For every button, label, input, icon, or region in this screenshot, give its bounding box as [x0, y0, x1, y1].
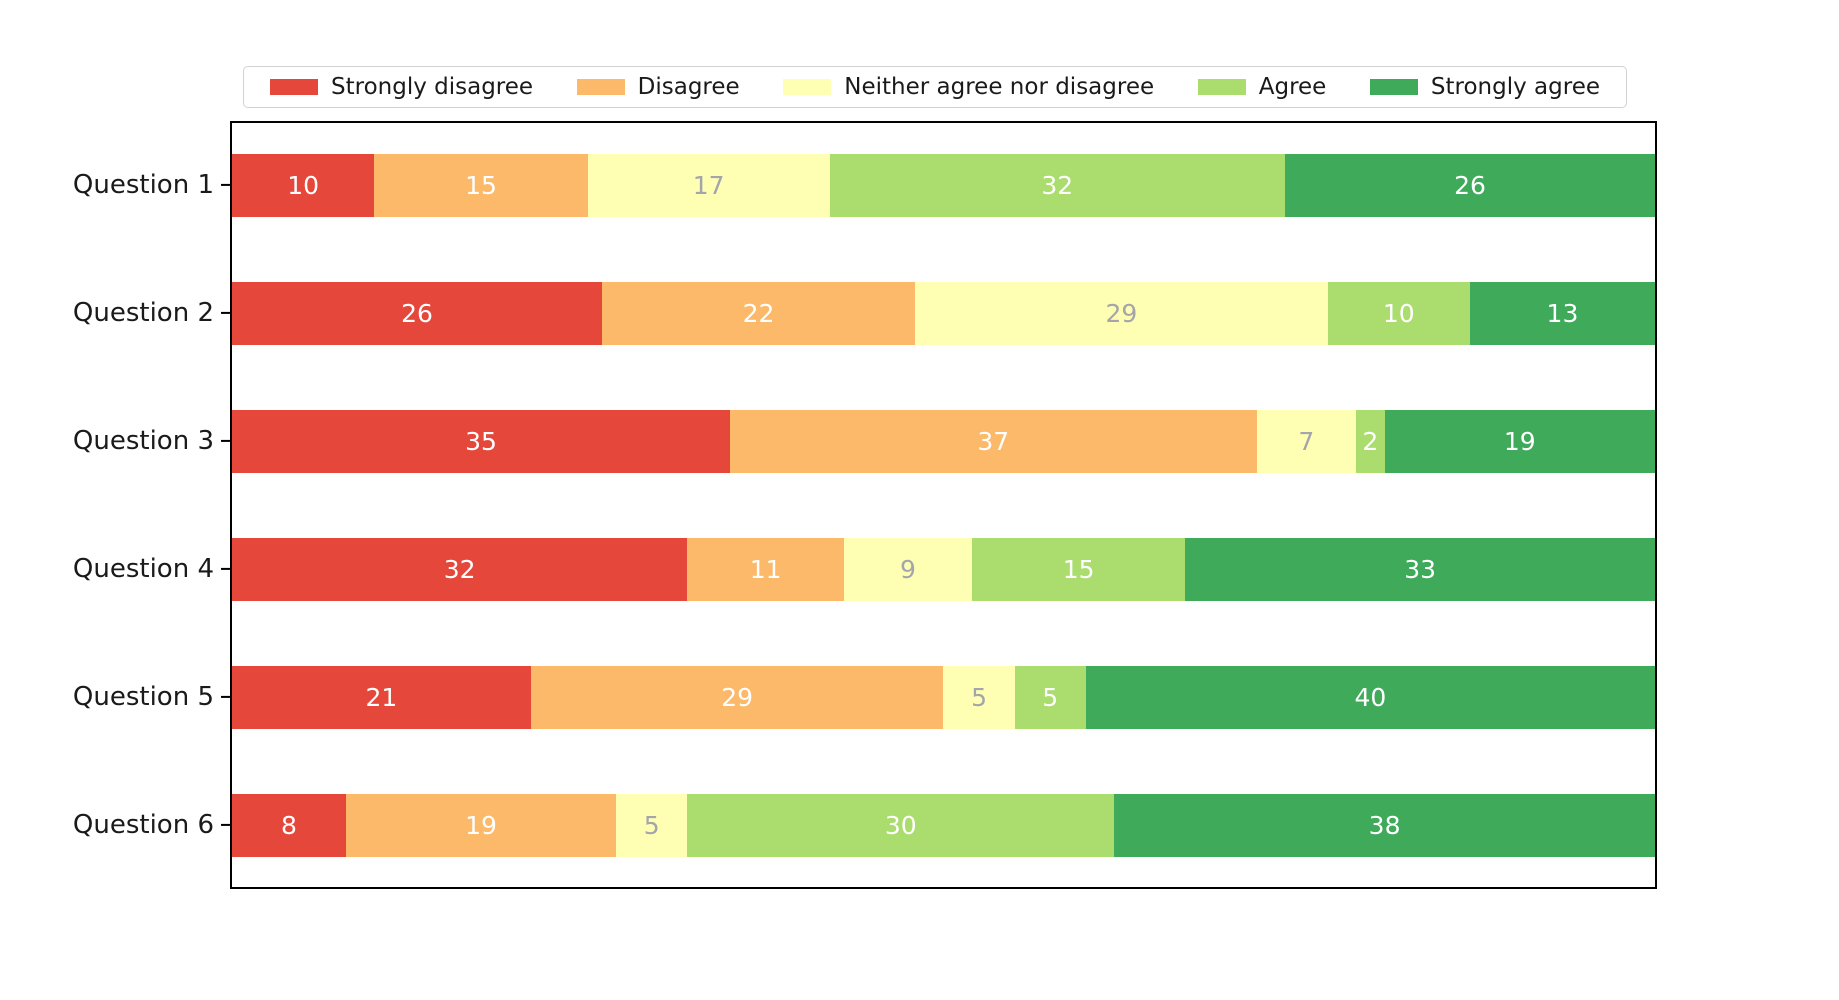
y-tick-mark — [221, 695, 230, 699]
bar-value-label: 13 — [1546, 298, 1579, 328]
bar-segment: 32 — [829, 153, 1285, 217]
y-tick-mark — [221, 567, 230, 571]
legend-swatch-icon — [270, 79, 318, 95]
bar-segment: 35 — [232, 409, 731, 473]
legend-item: Neither agree nor disagree — [783, 74, 1154, 100]
plot-area: 10 15 17 32 26 26 22 29 10 13 35 37 7 2 19 32 11 9 15 33 21 2… — [230, 121, 1657, 889]
bar-value-label: 22 — [742, 298, 775, 328]
bar-segment: 29 — [915, 281, 1328, 345]
bar-segment: 22 — [601, 281, 916, 345]
bar-value-label: 19 — [465, 810, 497, 840]
bar-segment: 7 — [1256, 409, 1357, 473]
bar-value-label: 32 — [443, 554, 476, 584]
bar-row: 32 11 9 15 33 — [232, 537, 1655, 601]
bar-row: 26 22 29 10 13 — [232, 281, 1655, 345]
legend-swatch-icon — [1197, 79, 1246, 95]
bar-value-label: 26 — [401, 298, 433, 328]
bar-value-label: 37 — [977, 426, 1010, 456]
legend-swatch-icon — [783, 79, 832, 95]
bar-value-label: 8 — [280, 810, 297, 840]
legend-swatch-icon — [576, 79, 625, 95]
bar-segment: 37 — [730, 409, 1257, 473]
bar-segment: 19 — [1384, 409, 1655, 473]
bar-value-label: 21 — [365, 682, 398, 712]
bar-value-label: 35 — [465, 426, 497, 456]
bar-segment: 32 — [232, 537, 688, 601]
bar-value-label: 2 — [1362, 426, 1379, 456]
legend-label: Strongly disagree — [331, 74, 534, 100]
legend-item: Agree — [1197, 74, 1327, 100]
bar-value-label: 11 — [749, 554, 782, 584]
bar-segment: 11 — [687, 537, 844, 601]
y-tick-label: Question 3 — [72, 426, 214, 456]
bar-segment: 15 — [971, 537, 1186, 601]
bar-value-label: 38 — [1368, 810, 1401, 840]
bar-row: 21 29 5 5 40 — [232, 665, 1655, 729]
bar-segment: 26 — [232, 281, 602, 345]
y-tick-mark — [221, 183, 230, 187]
bar-value-label: 9 — [899, 554, 916, 584]
bar-segment: 21 — [232, 665, 531, 729]
y-tick-label: Question 1 — [72, 170, 214, 200]
bar-segment: 2 — [1356, 409, 1385, 473]
bar-segment: 10 — [232, 153, 375, 217]
bar-value-label: 17 — [692, 170, 725, 200]
y-tick-label: Question 6 — [72, 810, 214, 840]
bar-segment: 8 — [232, 793, 346, 857]
legend-item: Strongly disagree — [270, 74, 533, 100]
bar-value-label: 10 — [287, 170, 320, 200]
bar-segment: 5 — [943, 665, 1015, 729]
bar-segment: 10 — [1327, 281, 1470, 345]
bar-value-label: 33 — [1404, 554, 1437, 584]
bar-row: 35 37 7 2 19 — [232, 409, 1655, 473]
bar-row: 8 19 5 30 38 — [232, 793, 1655, 857]
bar-segment: 33 — [1185, 537, 1655, 601]
bar-value-label: 7 — [1298, 426, 1315, 456]
legend-item: Strongly agree — [1369, 74, 1600, 100]
bar-value-label: 5 — [643, 810, 660, 840]
bar-segment: 5 — [1014, 665, 1086, 729]
bar-segment: 9 — [843, 537, 972, 601]
bar-value-label: 29 — [1105, 298, 1138, 328]
legend-label: Neither agree nor disagree — [844, 74, 1155, 100]
bar-value-label: 30 — [884, 810, 917, 840]
bar-value-label: 19 — [1503, 426, 1536, 456]
bar-value-label: 15 — [465, 170, 497, 200]
legend: Strongly disagree Disagree Neither agree n… — [243, 66, 1627, 108]
bar-value-label: 10 — [1382, 298, 1415, 328]
bar-segment: 40 — [1085, 665, 1655, 729]
y-tick-mark — [221, 439, 230, 443]
y-tick-label: Question 2 — [72, 298, 214, 328]
y-tick-mark — [221, 311, 230, 315]
bar-value-label: 26 — [1454, 170, 1486, 200]
bar-row: 10 15 17 32 26 — [232, 153, 1655, 217]
legend-label: Disagree — [637, 74, 740, 100]
bar-segment: 30 — [687, 793, 1115, 857]
y-tick-mark — [221, 823, 230, 827]
bar-value-label: 29 — [721, 682, 754, 712]
legend-label: Agree — [1258, 74, 1327, 100]
bar-segment: 13 — [1469, 281, 1655, 345]
bar-segment: 38 — [1114, 793, 1655, 857]
legend-swatch-icon — [1369, 79, 1418, 95]
bar-segment: 15 — [374, 153, 588, 217]
bar-segment: 26 — [1285, 153, 1655, 217]
y-tick-label: Question 5 — [72, 682, 214, 712]
bar-segment: 19 — [345, 793, 617, 857]
bar-value-label: 5 — [971, 682, 987, 712]
legend-item: Disagree — [576, 74, 740, 100]
bar-segment: 5 — [616, 793, 688, 857]
bar-value-label: 32 — [1041, 170, 1074, 200]
bar-value-label: 40 — [1354, 682, 1387, 712]
bar-segment: 17 — [587, 153, 830, 217]
y-tick-label: Question 4 — [72, 554, 214, 584]
bar-value-label: 5 — [1042, 682, 1059, 712]
legend-label: Strongly agree — [1430, 74, 1600, 100]
bar-value-label: 15 — [1062, 554, 1095, 584]
bar-segment: 29 — [530, 665, 944, 729]
